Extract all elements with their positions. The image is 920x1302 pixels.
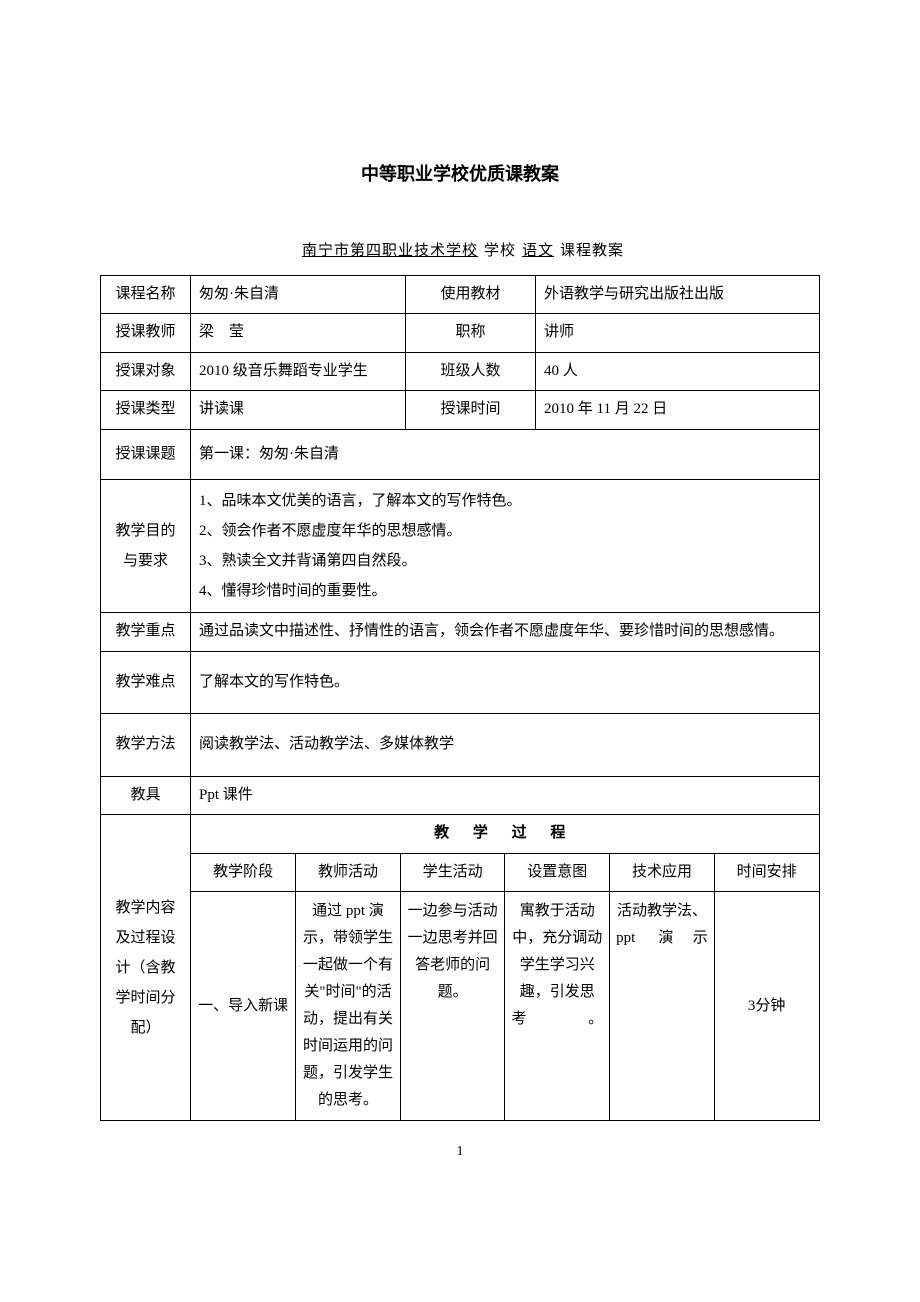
title-label: 职称: [406, 314, 536, 353]
teacher-label: 授课教师: [101, 314, 191, 353]
table-row: 教 学 过 程: [191, 815, 819, 853]
table-row: 教学内容及过程设计（含教学时间分配） 教 学 过 程 教学阶段 教师活动 学生活…: [101, 815, 820, 1121]
type-value: 讲读课: [191, 391, 406, 430]
objective-item: 2、领会作者不愿虚度年华的思想感情。: [199, 516, 811, 546]
teacher-value: 梁 莹: [191, 314, 406, 353]
objective-item: 1、品味本文优美的语言，了解本文的写作特色。: [199, 486, 811, 516]
table-row: 教学重点 通过品读文中描述性、抒情性的语言，领会作者不愿虚度年华、要珍惜时间的思…: [101, 613, 820, 652]
col-teacher-activity: 教师活动: [296, 853, 401, 892]
teacher-activity-value: 通过 ppt 演示，带领学生一起做一个有关"时间"的活动，提出有关时间运用的问题…: [296, 892, 401, 1121]
title-value: 讲师: [536, 314, 820, 353]
table-row: 授课课题 第一课：匆匆·朱自清: [101, 429, 820, 480]
objectives-value: 1、品味本文优美的语言，了解本文的写作特色。 2、领会作者不愿虚度年华的思想感情…: [191, 480, 820, 613]
tools-label: 教具: [101, 776, 191, 815]
col-tech: 技术应用: [610, 853, 715, 892]
course-name-label: 课程名称: [101, 275, 191, 314]
table-row: 教学方法 阅读教学法、活动教学法、多媒体教学: [101, 714, 820, 777]
school-label: 学校: [484, 243, 516, 259]
col-time: 时间安排: [714, 853, 819, 892]
intent-value: 寓教于活动中，充分调动学生学习兴趣，引发思考。: [505, 892, 610, 1121]
table-row: 教学难点 了解本文的写作特色。: [101, 651, 820, 714]
student-activity-value: 一边参与活动一边思考并回答老师的问题。: [400, 892, 505, 1121]
time-value: 3分钟: [714, 892, 819, 1121]
plan-label: 课程教案: [560, 243, 624, 259]
objective-item: 4、懂得珍惜时间的重要性。: [199, 576, 811, 606]
tools-value: Ppt 课件: [191, 776, 820, 815]
subtitle-line: 南宁市第四职业技术学校学校语文课程教案: [100, 239, 820, 263]
tech-value: 活动教学法、ppt 演示: [610, 892, 715, 1121]
table-row: 教学目的与要求 1、品味本文优美的语言，了解本文的写作特色。 2、领会作者不愿虚…: [101, 480, 820, 613]
class-size-value: 40 人: [536, 352, 820, 391]
keypoints-value: 通过品读文中描述性、抒情性的语言，领会作者不愿虚度年华、要珍惜时间的思想感情。: [191, 613, 820, 652]
table-row: 一、导入新课 通过 ppt 演示，带领学生一起做一个有关"时间"的活动，提出有关…: [191, 892, 819, 1121]
document-title: 中等职业学校优质课教案: [100, 160, 820, 189]
time-value: 2010 年 11 月 22 日: [536, 391, 820, 430]
methods-label: 教学方法: [101, 714, 191, 777]
keypoints-label: 教学重点: [101, 613, 191, 652]
process-sidebar-label: 教学内容及过程设计（含教学时间分配）: [101, 815, 191, 1121]
stage-value: 一、导入新课: [191, 892, 296, 1121]
methods-value: 阅读教学法、活动教学法、多媒体教学: [191, 714, 820, 777]
course-name-value: 匆匆·朱自清: [191, 275, 406, 314]
table-row: 授课教师 梁 莹 职称 讲师: [101, 314, 820, 353]
table-row: 教具 Ppt 课件: [101, 776, 820, 815]
textbook-label: 使用教材: [406, 275, 536, 314]
table-row: 教学阶段 教师活动 学生活动 设置意图 技术应用 时间安排: [191, 853, 819, 892]
course-label: 语文: [516, 243, 560, 259]
type-label: 授课类型: [101, 391, 191, 430]
process-header: 教 学 过 程: [191, 815, 819, 853]
col-intent: 设置意图: [505, 853, 610, 892]
table-row: 授课对象 2010 级音乐舞蹈专业学生 班级人数 40 人: [101, 352, 820, 391]
time-label: 授课时间: [406, 391, 536, 430]
col-stage: 教学阶段: [191, 853, 296, 892]
table-row: 课程名称 匆匆·朱自清 使用教材 外语教学与研究出版社出版: [101, 275, 820, 314]
process-inner-table: 教 学 过 程 教学阶段 教师活动 学生活动 设置意图 技术应用 时间安排 一、…: [191, 815, 820, 1120]
topic-label: 授课课题: [101, 429, 191, 480]
objectives-label: 教学目的与要求: [101, 480, 191, 613]
objective-item: 3、熟读全文并背诵第四自然段。: [199, 546, 811, 576]
audience-value: 2010 级音乐舞蹈专业学生: [191, 352, 406, 391]
class-size-label: 班级人数: [406, 352, 536, 391]
lesson-plan-table: 课程名称 匆匆·朱自清 使用教材 外语教学与研究出版社出版 授课教师 梁 莹 职…: [100, 275, 820, 1122]
table-row: 授课类型 讲读课 授课时间 2010 年 11 月 22 日: [101, 391, 820, 430]
difficulties-value: 了解本文的写作特色。: [191, 651, 820, 714]
difficulties-label: 教学难点: [101, 651, 191, 714]
col-student-activity: 学生活动: [400, 853, 505, 892]
topic-value: 第一课：匆匆·朱自清: [191, 429, 820, 480]
page-number: 1: [100, 1141, 820, 1163]
audience-label: 授课对象: [101, 352, 191, 391]
textbook-value: 外语教学与研究出版社出版: [536, 275, 820, 314]
school-name: 南宁市第四职业技术学校: [296, 243, 484, 259]
